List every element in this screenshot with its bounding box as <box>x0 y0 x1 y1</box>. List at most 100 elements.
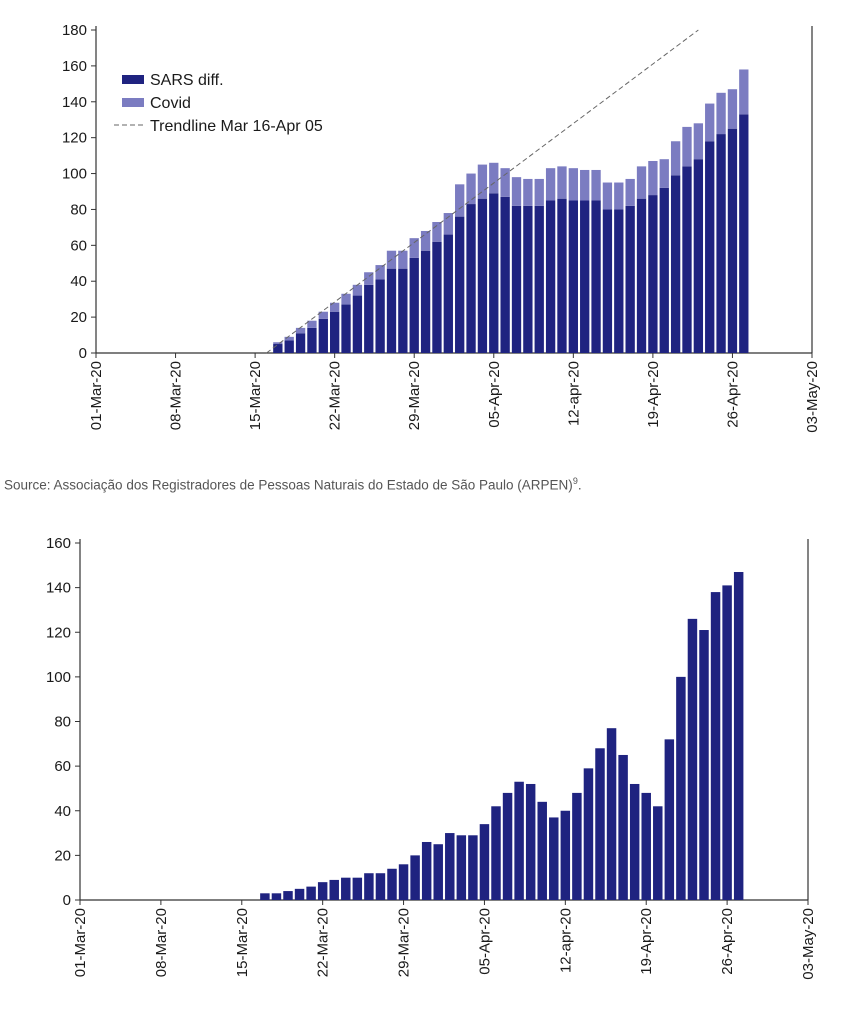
bar-covid <box>739 69 749 115</box>
source-note: Source: Associação dos Registradores de … <box>4 476 582 493</box>
bar-covid <box>341 293 351 305</box>
bar-value <box>341 877 351 900</box>
bar-value <box>271 893 282 900</box>
bar-value <box>433 844 443 900</box>
bar-sars <box>432 241 442 353</box>
bar-sars <box>636 198 647 353</box>
bar-covid <box>455 184 465 217</box>
bar-value <box>653 806 663 900</box>
bar-value <box>722 585 732 900</box>
y-tick-label: 100 <box>62 166 87 183</box>
y-tick-label: 40 <box>70 273 87 290</box>
bar-covid <box>432 222 442 242</box>
bar-covid <box>557 166 567 199</box>
bar-covid <box>477 164 488 199</box>
bar-sars <box>591 200 601 353</box>
x-tick-label: 26-Apr-20 <box>724 361 741 428</box>
y-tick-label: 180 <box>62 22 87 39</box>
bar-covid <box>614 182 624 210</box>
bar-value <box>733 572 744 900</box>
top-chart: 0 20 40 60 80 100 120 140 160 180 01-Mar-20 08-Mar-… <box>62 22 821 433</box>
bar-value <box>664 739 675 900</box>
bar-value <box>699 630 709 900</box>
x-tick-label: 08-Mar-20 <box>153 908 170 977</box>
bar-covid <box>273 342 283 345</box>
bar-covid <box>659 159 669 188</box>
bar-sars <box>341 304 351 353</box>
x-tick-label: 29-Mar-20 <box>406 361 423 430</box>
bar-sars <box>580 200 590 353</box>
bar-covid <box>466 173 476 205</box>
bar-sars <box>625 205 635 353</box>
bar-sars <box>511 205 522 353</box>
bar-covid <box>523 178 533 206</box>
bar-covid <box>284 336 294 341</box>
x-tick-label: 15-Mar-20 <box>247 361 264 430</box>
bar-covid <box>364 272 374 285</box>
y-tick-label: 20 <box>54 847 71 864</box>
bar-covid <box>352 284 363 296</box>
bar-covid <box>307 320 317 328</box>
x-tick-label: 01-Mar-20 <box>88 361 105 430</box>
x-tick-label: 05-Apr-20 <box>476 908 493 975</box>
bar-sars <box>318 318 328 353</box>
legend-covid-label: Covid <box>150 95 191 112</box>
bar-sars <box>386 268 397 353</box>
bar-value <box>560 810 571 900</box>
bar-value <box>606 728 617 900</box>
bar-value <box>618 754 628 900</box>
bar-value <box>387 868 397 900</box>
bar-sars <box>557 198 567 353</box>
bar-sars <box>693 159 704 353</box>
bar-value <box>514 781 524 900</box>
bar-value <box>317 882 328 900</box>
bar-value <box>468 835 478 900</box>
bar-sars <box>375 279 385 353</box>
bar-covid <box>511 177 522 206</box>
bar-covid <box>489 162 499 194</box>
bar-sars <box>295 333 306 353</box>
y-tick-label: 0 <box>63 892 71 909</box>
bar-value <box>491 806 501 900</box>
bar-sars <box>273 344 283 353</box>
y-tick-label: 60 <box>70 237 87 254</box>
bar-value <box>421 841 432 900</box>
bar-sars <box>307 327 317 353</box>
bar-covid <box>682 126 692 167</box>
bar-covid <box>398 250 408 269</box>
bar-covid <box>636 166 647 199</box>
x-tick-label: 22-Mar-20 <box>327 361 344 430</box>
x-tick-label: 05-Apr-20 <box>486 361 503 428</box>
x-tick-label: 12-apr-20 <box>557 908 574 973</box>
x-tick-label: 22-Mar-20 <box>315 908 332 977</box>
x-tick-label: 19-Apr-20 <box>638 908 655 975</box>
bar-covid <box>375 265 385 280</box>
bar-covid <box>318 311 328 319</box>
y-tick-label: 80 <box>70 201 87 218</box>
y-tick-label: 40 <box>54 803 71 820</box>
bar-sars <box>534 205 544 353</box>
bar-value <box>525 783 536 900</box>
bar-covid <box>625 178 635 206</box>
bar-value <box>572 792 582 900</box>
bar-sars <box>409 257 419 353</box>
y-tick-label: 140 <box>62 94 87 111</box>
bar-covid <box>534 178 544 206</box>
legend-sars-swatch <box>122 75 144 84</box>
trendline <box>266 29 699 354</box>
bar-value <box>283 891 293 900</box>
bar-sars <box>727 128 738 353</box>
legend-sars-label: SARS diff. <box>150 72 224 89</box>
y-tick-label: 160 <box>62 58 87 75</box>
x-tick-label: 08-Mar-20 <box>168 361 185 430</box>
bar-value <box>456 835 467 900</box>
x-tick-label: 15-Mar-20 <box>234 908 251 977</box>
bar-sars <box>682 166 692 353</box>
bar-sars <box>330 311 340 353</box>
bar-sars <box>466 204 476 353</box>
bar-value <box>260 893 270 900</box>
y-tick-label: 20 <box>70 309 87 326</box>
bar-covid <box>670 141 681 176</box>
bar-sars <box>523 205 533 353</box>
